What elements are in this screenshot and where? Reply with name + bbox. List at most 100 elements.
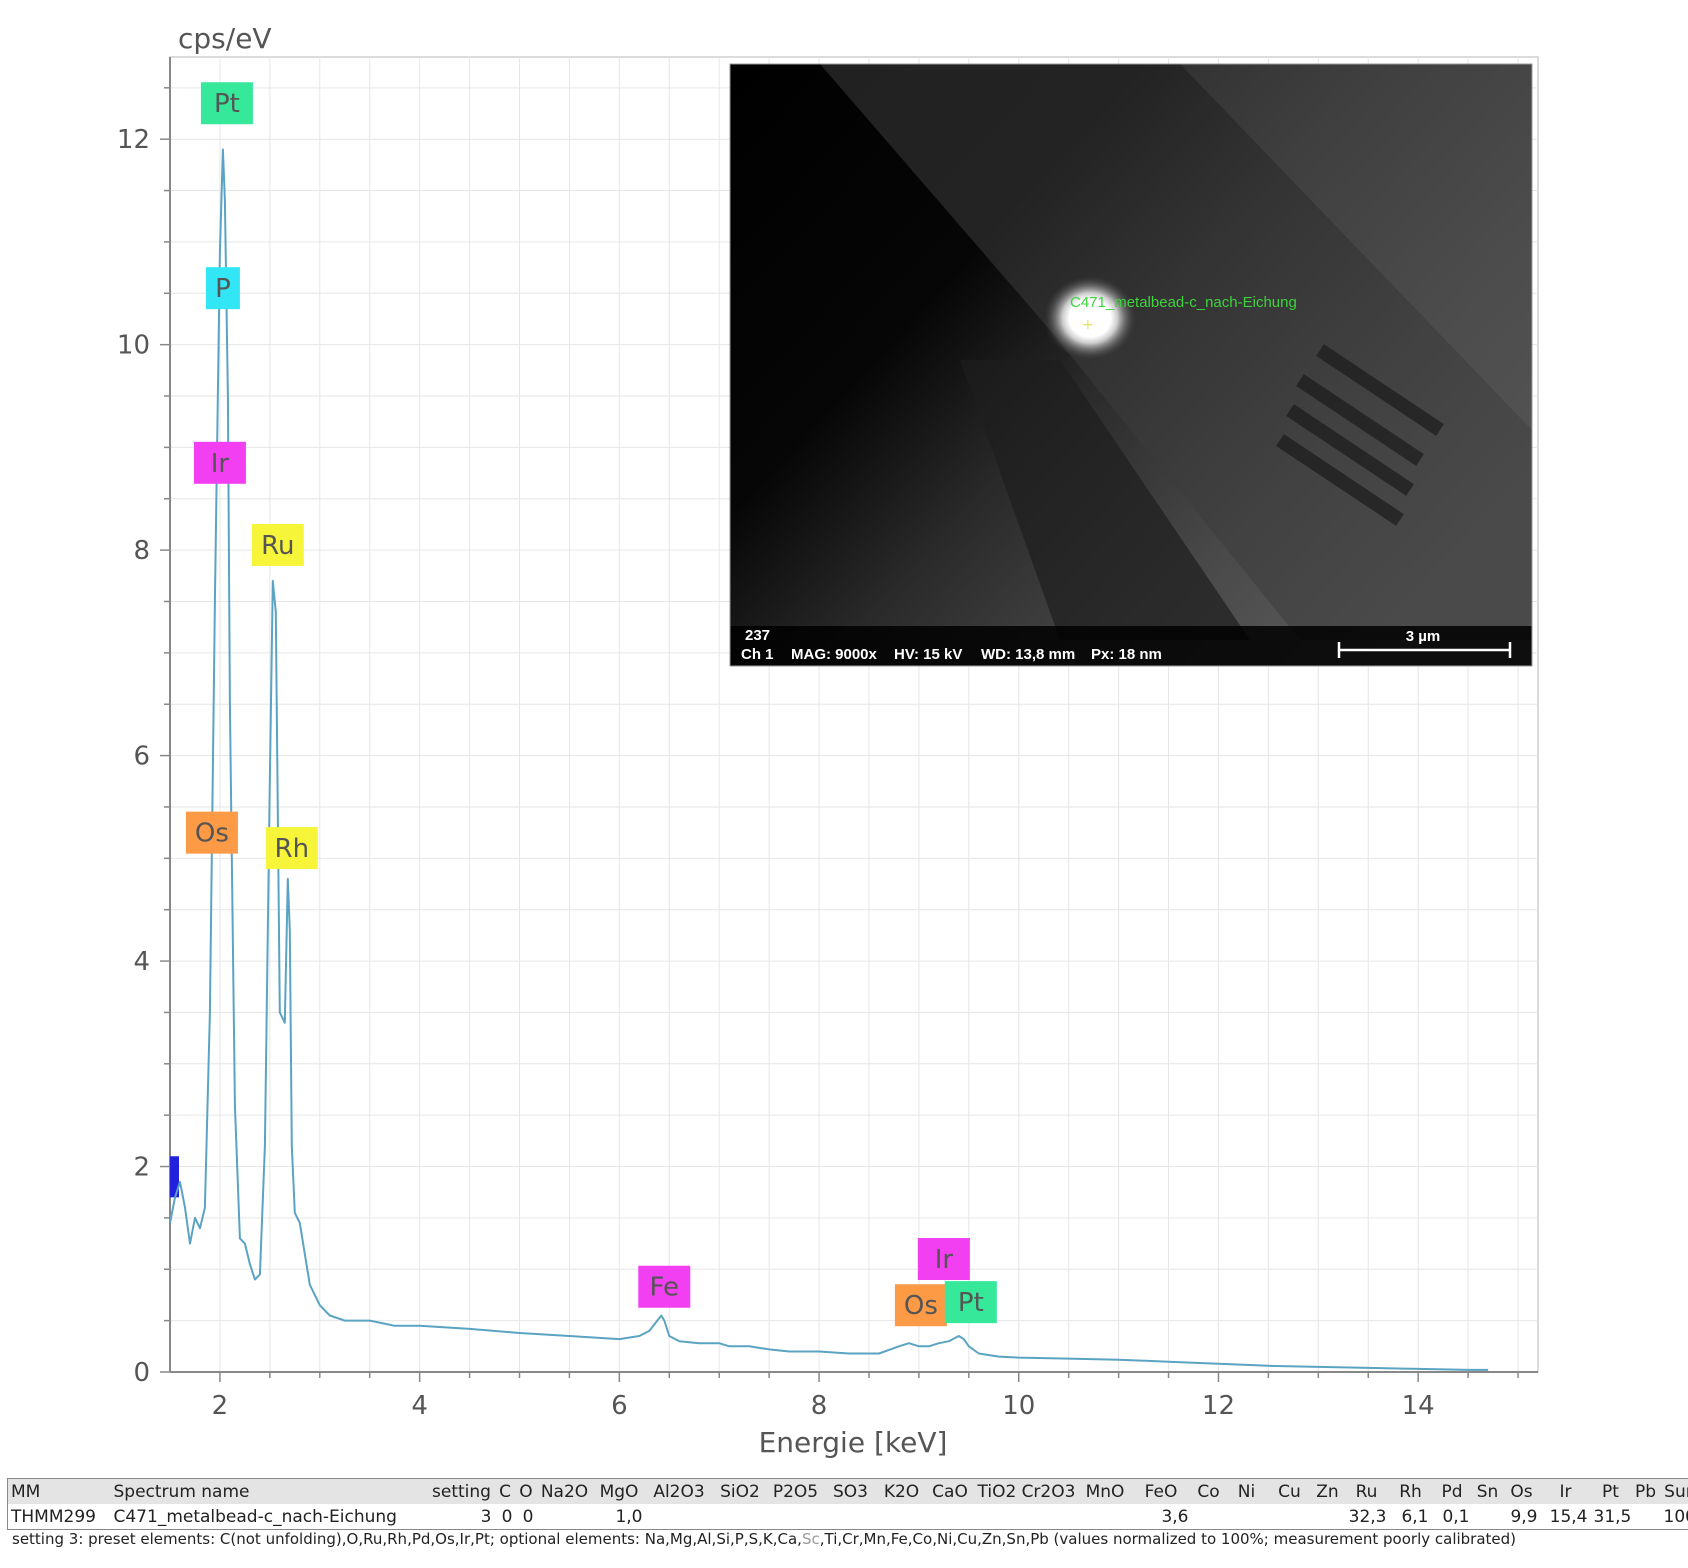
x-tick-label: 4	[411, 1391, 428, 1421]
column-header: P2O5	[767, 1478, 824, 1504]
column-header: Na2O	[536, 1478, 593, 1504]
peak-label-box	[200, 82, 253, 125]
spot-marker-icon: +	[1082, 317, 1094, 333]
column-header: Rh	[1389, 1478, 1432, 1504]
spectrum-series	[169, 148, 1489, 1371]
peak-label-text: Ir	[935, 1245, 954, 1275]
peak-label-os: Os	[894, 1284, 947, 1327]
table-cell	[823, 1504, 878, 1530]
peak-label-fe: Fe	[638, 1265, 691, 1308]
column-header: CaO	[925, 1478, 975, 1504]
peak-label-box	[265, 827, 318, 870]
table-cell: 32,3	[1343, 1504, 1390, 1530]
table-cell: THMM299	[7, 1504, 111, 1530]
peak-labels: Pt P Ir Ru Os Rh Fe Ir Os Pt	[185, 82, 997, 1327]
y-tick-labels: 0 2 4 6 8 10 12	[117, 125, 150, 1388]
column-header: setting	[428, 1478, 495, 1504]
column-header: Co	[1191, 1478, 1226, 1504]
peak-label-box	[944, 1281, 997, 1324]
axes	[160, 57, 1538, 1382]
channel-label: Ch 1	[741, 646, 774, 663]
x-tick-label: 8	[811, 1391, 828, 1421]
y-axis-title: cps/eV	[178, 22, 272, 55]
spectrum-line	[169, 148, 1489, 1371]
peak-label-p: P	[205, 267, 240, 310]
x-axis-title: Energie [keV]	[759, 1426, 948, 1459]
column-header: Pd	[1431, 1478, 1473, 1504]
column-header: Al2O3	[645, 1478, 713, 1504]
table-cell	[645, 1504, 713, 1530]
table-cell	[1017, 1504, 1080, 1530]
peak-label-ir: Ir	[193, 441, 246, 484]
table-cell: 3	[428, 1504, 495, 1530]
column-header: Pt	[1590, 1478, 1631, 1504]
column-header: Ir	[1540, 1478, 1591, 1504]
sem-inset-image: C471_metalbead-c_nach-Eichung + 237 Ch 1…	[729, 63, 1533, 667]
peak-label-text: Pt	[214, 89, 240, 119]
table-cell: 6,1	[1389, 1504, 1432, 1530]
peak-label-box	[205, 267, 240, 310]
y-tick-label: 2	[133, 1153, 150, 1183]
table-row: THMM299 C471_metalbead-c_nach-Eichung 3 0 0 1…	[7, 1504, 1688, 1530]
column-header: Sum	[1660, 1478, 1688, 1504]
x-tick-label: 12	[1202, 1391, 1235, 1421]
table-cell: 0,1	[1431, 1504, 1473, 1530]
table-cell	[974, 1504, 1018, 1530]
column-header: SiO2	[712, 1478, 768, 1504]
y-tick-label: 10	[117, 331, 150, 361]
peak-label-box	[185, 811, 238, 854]
column-header: Os	[1502, 1478, 1541, 1504]
column-header: Spectrum name	[110, 1478, 429, 1504]
composition-table: MM Spectrum name setting C O Na2O MgO Al2O3 SiO2…	[7, 1478, 1688, 1530]
table-cell: 31,5	[1590, 1504, 1631, 1530]
footnote-faint-element: Sc	[801, 1530, 820, 1548]
x-tick-label: 14	[1402, 1391, 1435, 1421]
table-cell	[1311, 1504, 1344, 1530]
eds-spectrum-chart: cps/eV Energie [keV] 2 4 6 8 10 12 14 0 2 4 6 8 10 1…	[117, 22, 1539, 1459]
x-tick-labels: 2 4 6 8 10 12 14	[212, 1391, 1435, 1421]
table-cell	[1225, 1504, 1268, 1530]
energy-cursor-marker	[170, 1156, 179, 1198]
peak-label-box	[638, 1265, 691, 1308]
scale-bar	[1337, 642, 1512, 658]
column-header: MM	[7, 1478, 111, 1504]
column-header: FeO	[1130, 1478, 1192, 1504]
column-header: MgO	[592, 1478, 646, 1504]
peak-label-os: Os	[185, 811, 238, 854]
column-header: Zn	[1311, 1478, 1344, 1504]
column-header: Pb	[1630, 1478, 1661, 1504]
y-tick-label: 0	[133, 1358, 150, 1388]
peak-label-text: Fe	[650, 1273, 680, 1303]
table-cell	[1630, 1504, 1661, 1530]
table-cell: 1,0	[592, 1504, 646, 1530]
table-cell: 0	[515, 1504, 537, 1530]
column-header: K2O	[877, 1478, 926, 1504]
peak-label-text: Os	[195, 819, 229, 849]
table-cell: 3,6	[1130, 1504, 1192, 1530]
peak-label-box	[193, 441, 246, 484]
column-header: Ru	[1343, 1478, 1390, 1504]
column-header: SO3	[823, 1478, 878, 1504]
peak-label-pt: Pt	[200, 82, 253, 125]
peak-label-text: Pt	[958, 1288, 984, 1318]
peak-label-box	[251, 523, 304, 566]
table-cell	[1472, 1504, 1503, 1530]
cursor-marker-bar	[170, 1156, 179, 1198]
table-cell	[712, 1504, 768, 1530]
peak-label-ru: Ru	[251, 523, 304, 566]
peak-label-box	[917, 1237, 970, 1280]
x-tick-label: 2	[212, 1391, 229, 1421]
peak-label-text: P	[215, 274, 231, 304]
table-cell: 0	[494, 1504, 516, 1530]
magnification: MAG: 9000x	[791, 646, 878, 663]
column-header: O	[515, 1478, 537, 1504]
scale-bar-label: 3 µm	[1406, 628, 1441, 645]
table-cell	[1079, 1504, 1131, 1530]
table-header-row: MM Spectrum name setting C O Na2O MgO Al2O3 SiO2…	[7, 1478, 1688, 1504]
spot-label: C471_metalbead-c_nach-Eichung	[1070, 294, 1297, 311]
table-cell	[925, 1504, 975, 1530]
footnote-text: setting 3: preset elements: C(not unfold…	[12, 1530, 802, 1548]
column-header: C	[494, 1478, 516, 1504]
pixel-size: Px: 18 nm	[1091, 646, 1162, 663]
peak-label-ir: Ir	[917, 1237, 970, 1280]
